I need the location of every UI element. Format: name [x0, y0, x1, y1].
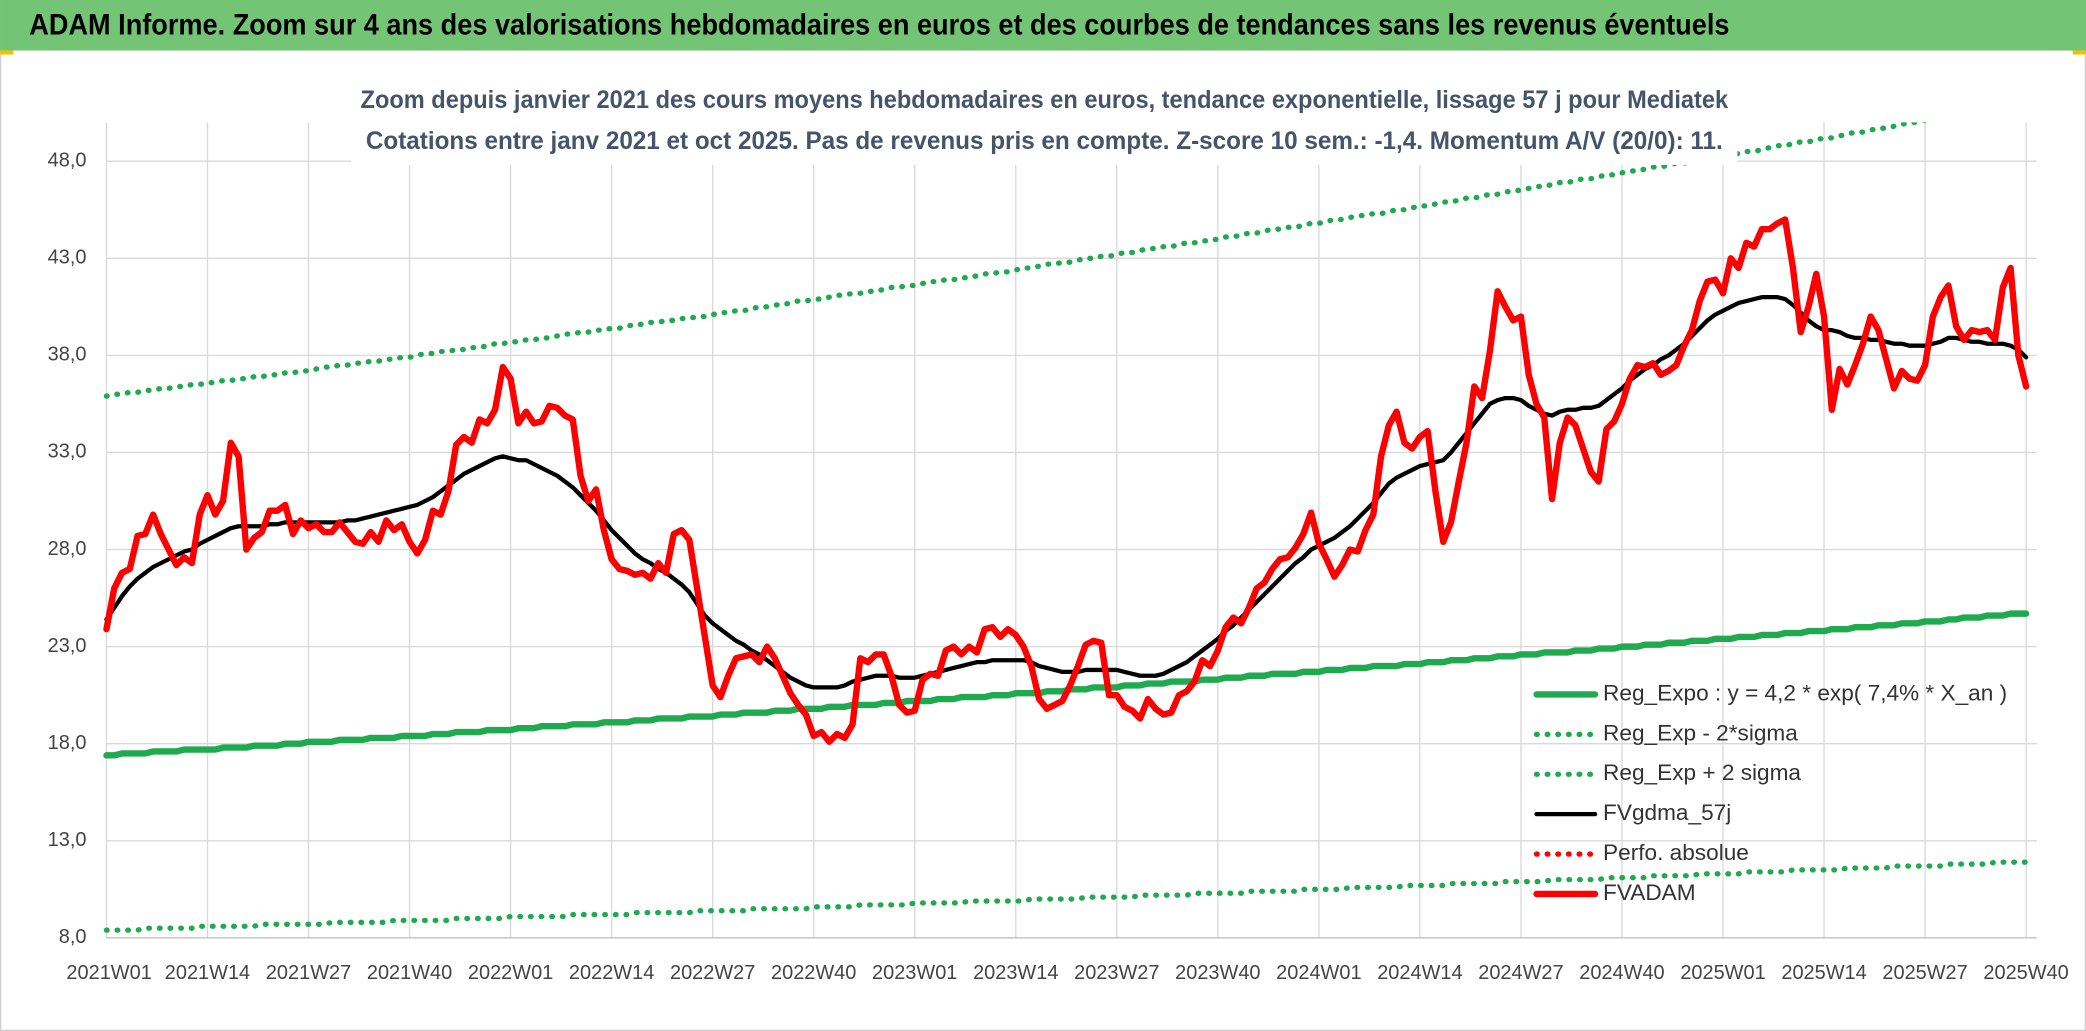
x-tick-label: 2025W14 — [1781, 962, 1866, 984]
banner-title: ADAM Informe. Zoom sur 4 ans des valoris… — [29, 9, 1729, 41]
corner-mark — [0, 50, 14, 55]
y-tick-label: 18,0 — [48, 732, 87, 754]
banner — [0, 0, 2086, 51]
legend-label: Perfo. absolue — [1603, 840, 1749, 865]
y-tick-label: 8,0 — [59, 926, 87, 948]
x-tick-label: 2022W27 — [670, 962, 755, 984]
x-tick-label: 2025W27 — [1882, 962, 1967, 984]
x-tick-label: 2021W27 — [266, 962, 351, 984]
x-tick-label: 2022W01 — [468, 962, 553, 984]
x-tick-label: 2021W40 — [367, 962, 452, 984]
x-tick-label: 2022W40 — [771, 962, 856, 984]
x-tick-label: 2024W40 — [1579, 962, 1664, 984]
series-line — [104, 295, 2029, 690]
series-line — [103, 859, 2029, 933]
x-tick-label: 2023W14 — [973, 962, 1058, 984]
grid: 8,0 13,0 18,0 23,0 28,0 33,0 38,0 43,0 48,0 2021W… — [48, 122, 2069, 984]
corner-mark — [2072, 50, 2086, 55]
y-tick-label: 33,0 — [48, 441, 87, 463]
x-tick-label: 2021W14 — [165, 962, 250, 984]
y-tick-label: 43,0 — [48, 247, 87, 269]
y-tick-label: 13,0 — [48, 829, 87, 851]
y-tick-label: 38,0 — [48, 344, 87, 366]
y-tick-label: 48,0 — [48, 149, 87, 171]
x-tick-label: 2025W40 — [1983, 962, 2068, 984]
title-box — [351, 77, 1738, 165]
y-tick-label: 28,0 — [48, 538, 87, 560]
legend-label: Reg_Expo : y = 4,2 * exp( 7,4% * X_an ) — [1603, 680, 2007, 705]
legend-label: FVgdma_57j — [1603, 800, 1731, 825]
y-tick-label: 23,0 — [48, 635, 87, 657]
x-tick-label: 2023W27 — [1074, 962, 1159, 984]
series-line — [103, 216, 2030, 745]
x-tick-label: 2021W01 — [66, 962, 151, 984]
x-tick-label: 2022W14 — [569, 962, 654, 984]
x-tick-label: 2025W01 — [1680, 962, 1765, 984]
legend-label: FVADAM — [1603, 880, 1696, 905]
legend: Reg_Expo : y = 4,2 * exp( 7,4% * X_an ) R… — [1533, 680, 2007, 905]
x-tick-label: 2023W01 — [872, 962, 957, 984]
legend-label: Reg_Exp + 2 sigma — [1603, 760, 1801, 785]
chart-subtitle: Cotations entre janv 2021 et oct 2025. P… — [366, 127, 1723, 155]
legend-label: Reg_Exp - 2*sigma — [1603, 720, 1798, 745]
x-tick-label: 2023W40 — [1175, 962, 1260, 984]
x-tick-label: 2024W01 — [1276, 962, 1361, 984]
x-tick-label: 2024W27 — [1478, 962, 1563, 984]
x-tick-label: 2024W14 — [1377, 962, 1462, 984]
chart-title: Zoom depuis janvier 2021 des cours moyen… — [361, 86, 1729, 114]
